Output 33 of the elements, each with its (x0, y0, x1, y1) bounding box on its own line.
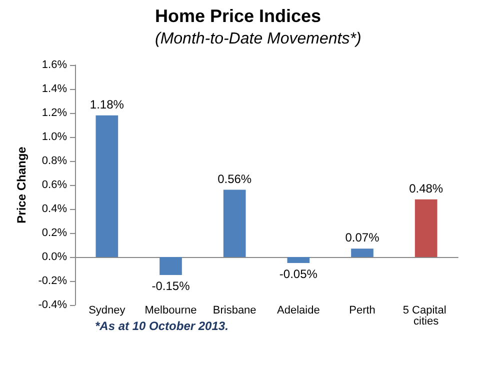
y-tick-label: -0.4% (38, 299, 68, 311)
data-label: 0.07% (345, 230, 380, 245)
bar (414, 199, 438, 257)
y-tick-label: 1.4% (42, 83, 68, 95)
bar (223, 190, 246, 257)
y-axis-title: Price Change (14, 146, 28, 224)
y-tick-label: 0.0% (42, 251, 68, 263)
data-label: 0.56% (218, 172, 252, 186)
x-tick-label: 5 Capital cities (402, 304, 450, 328)
y-tick-label: 0.8% (42, 155, 68, 167)
y-tick-label: 1.2% (42, 107, 68, 119)
y-tick-label: 0.6% (42, 179, 68, 191)
x-tick-label: Brisbane (212, 304, 256, 316)
bar (351, 248, 374, 257)
y-tick-label: 0.4% (42, 203, 68, 215)
x-tick-label: Perth (349, 304, 376, 316)
data-label: -0.15% (152, 279, 190, 293)
data-label: 0.48% (409, 181, 444, 196)
x-tick-label: Adelaide (277, 304, 320, 316)
y-tick-label: 0.2% (42, 227, 68, 239)
bar (96, 115, 118, 257)
x-tick-label: Melbourne (144, 304, 197, 316)
bar (160, 257, 182, 275)
y-tick-label: 1.6% (42, 59, 68, 71)
chart-title: Home Price Indices (155, 6, 322, 26)
data-label: 1.18% (90, 97, 124, 112)
y-tick-label: -0.2% (38, 275, 68, 287)
chart-subtitle: (Month-to-Date Movements*) (155, 30, 362, 48)
y-tick-label: 1.0% (42, 131, 68, 143)
text: *As at 10 October 2013. (95, 319, 228, 333)
bar (287, 257, 310, 263)
data-label: -0.05% (279, 267, 318, 281)
x-tick-label: Sydney (88, 304, 126, 316)
